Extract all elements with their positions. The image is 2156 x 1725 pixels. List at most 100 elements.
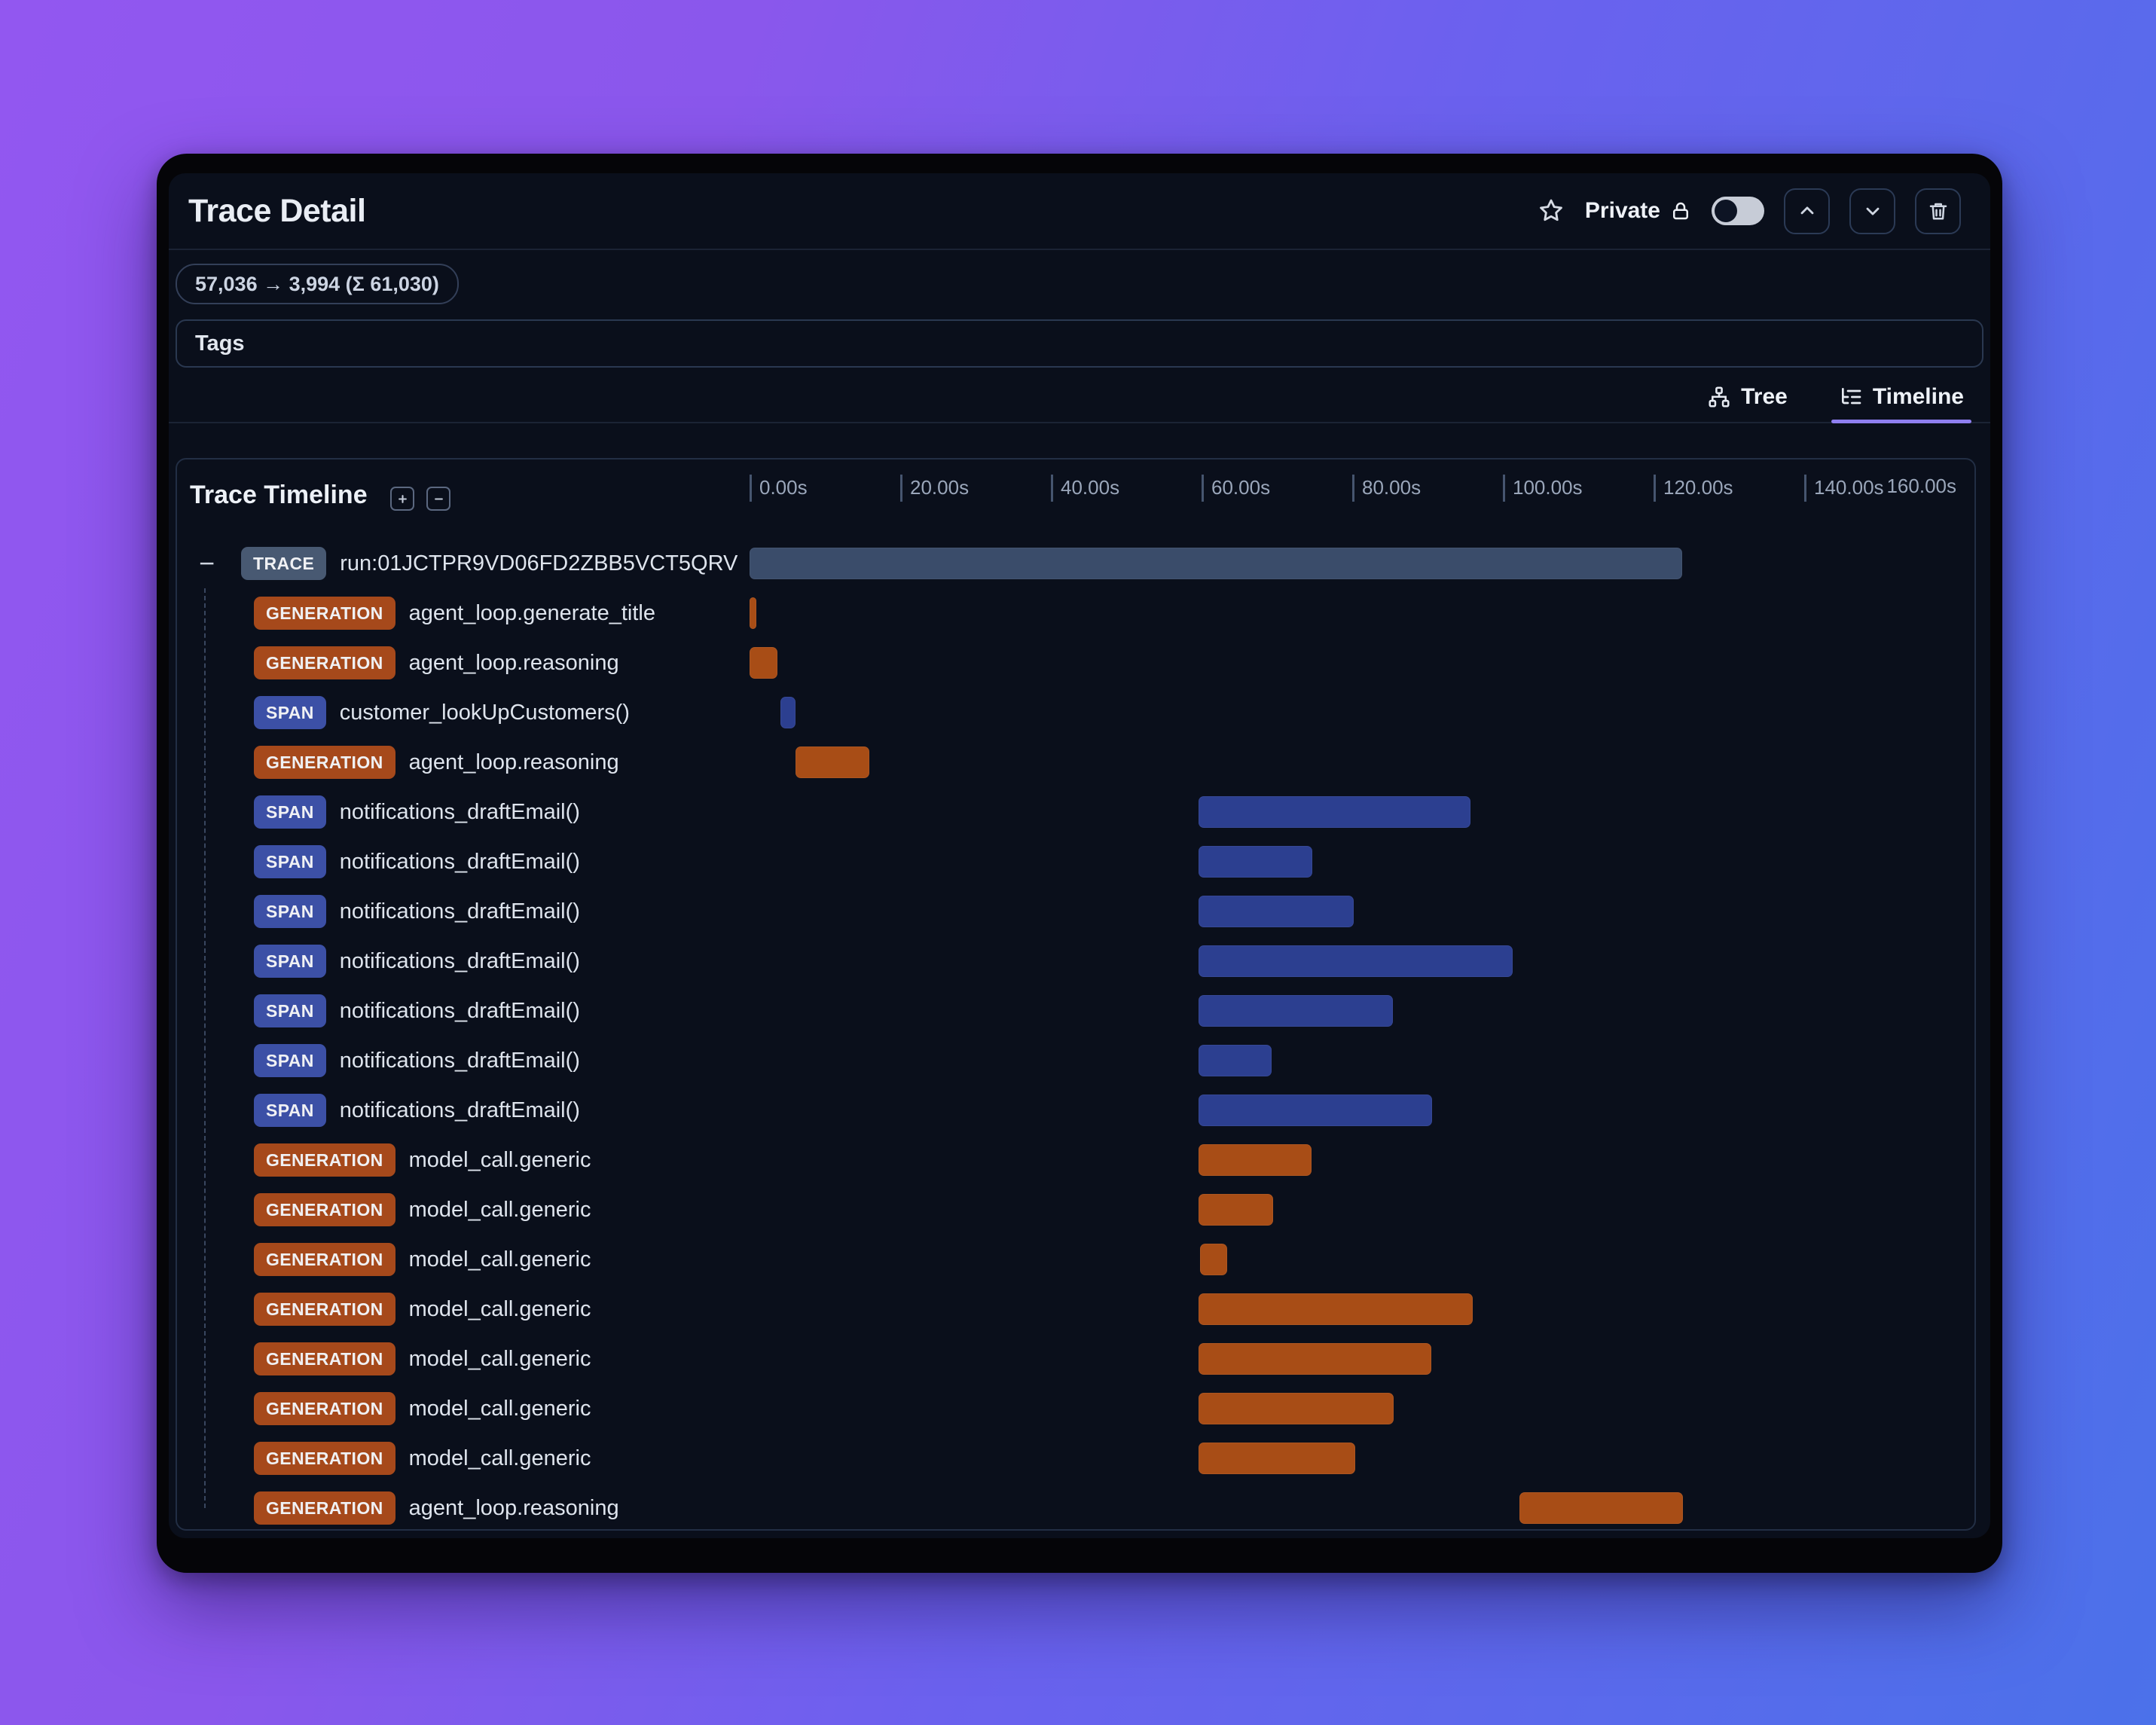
favorite-star-button[interactable] <box>1537 197 1565 225</box>
panel-header: Trace Detail Private <box>176 173 1983 249</box>
tab-timeline[interactable]: Timeline <box>1831 384 1972 423</box>
timeline-row[interactable]: GENERATION agent_loop.reasoning <box>177 638 1974 688</box>
timeline-row[interactable]: SPAN notifications_draftEmail() <box>177 887 1974 936</box>
duration-bar[interactable] <box>750 597 756 629</box>
header-controls: Private <box>1537 188 1961 234</box>
timeline-track <box>750 1036 1974 1085</box>
row-label-area: SPAN notifications_draftEmail() <box>177 1044 750 1077</box>
list-tree-icon <box>1839 385 1863 409</box>
navigate-up-button[interactable] <box>1784 188 1830 234</box>
privacy-toggle[interactable] <box>1712 197 1764 225</box>
observation-name: agent_loop.reasoning <box>408 1495 619 1520</box>
timeline-row[interactable]: GENERATION model_call.generic <box>177 1235 1974 1284</box>
timeline-row[interactable]: GENERATION agent_loop.reasoning <box>177 737 1974 787</box>
timeline-track <box>750 588 1974 638</box>
timeline-rows: − TRACE run:01JCTPR9VD06FD2ZBB5VCT5QRV G… <box>177 539 1974 1533</box>
axis-tick: 160.00s <box>1886 475 1956 498</box>
timeline-row[interactable]: GENERATION model_call.generic <box>177 1334 1974 1384</box>
tree-icon <box>1707 385 1731 409</box>
observation-name: notifications_draftEmail() <box>339 948 580 973</box>
timeline-track <box>750 936 1974 986</box>
observation-name: notifications_draftEmail() <box>339 1098 580 1122</box>
timeline-row[interactable]: GENERATION model_call.generic <box>177 1135 1974 1185</box>
timeline-track <box>750 887 1974 936</box>
timeline-row[interactable]: SPAN notifications_draftEmail() <box>177 1085 1974 1135</box>
duration-bar[interactable] <box>1199 796 1470 828</box>
axis-tick-label: 160.00s <box>1886 475 1956 497</box>
row-label-area: SPAN notifications_draftEmail() <box>177 845 750 878</box>
duration-bar[interactable] <box>780 697 796 728</box>
observation-type-badge: GENERATION <box>254 1392 395 1425</box>
duration-bar[interactable] <box>1199 1194 1273 1226</box>
observation-name: agent_loop.reasoning <box>408 750 619 774</box>
row-label-area: GENERATION model_call.generic <box>177 1243 750 1276</box>
token-usage-badge[interactable]: 57,036 → 3,994 (Σ 61,030) <box>176 264 459 304</box>
duration-bar[interactable] <box>1199 1045 1272 1076</box>
tab-label: Tree <box>1741 384 1788 409</box>
duration-bar[interactable] <box>1199 1293 1473 1325</box>
duration-bar[interactable] <box>1199 1095 1432 1126</box>
observation-name: model_call.generic <box>408 1147 591 1172</box>
timeline-track <box>750 1185 1974 1235</box>
collapse-row-icon[interactable]: − <box>199 548 215 579</box>
timeline-track <box>750 688 1974 737</box>
timeline-track <box>750 1433 1974 1483</box>
duration-bar[interactable] <box>1199 945 1513 977</box>
tree-connector-line <box>204 588 206 1508</box>
duration-bar[interactable] <box>1200 1244 1227 1275</box>
timeline-row[interactable]: GENERATION model_call.generic <box>177 1433 1974 1483</box>
timeline-track <box>750 787 1974 837</box>
duration-bar[interactable] <box>750 548 1682 579</box>
duration-bar[interactable] <box>750 647 777 679</box>
duration-bar[interactable] <box>1199 1393 1394 1424</box>
duration-bar[interactable] <box>1519 1492 1683 1524</box>
row-label-area: GENERATION model_call.generic <box>177 1342 750 1375</box>
timeline-track <box>750 737 1974 787</box>
timeline-row[interactable]: SPAN notifications_draftEmail() <box>177 936 1974 986</box>
timeline-row[interactable]: SPAN notifications_draftEmail() <box>177 787 1974 837</box>
chevron-down-icon <box>1862 200 1883 221</box>
timeline-row[interactable]: SPAN notifications_draftEmail() <box>177 837 1974 887</box>
duration-bar[interactable] <box>1199 846 1312 878</box>
observation-type-badge: SPAN <box>254 994 326 1027</box>
timeline-row[interactable]: GENERATION agent_loop.reasoning <box>177 1483 1974 1533</box>
timeline-zoom-controls <box>390 487 450 511</box>
duration-bar[interactable] <box>1199 995 1393 1027</box>
timeline-row[interactable]: SPAN notifications_draftEmail() <box>177 986 1974 1036</box>
timeline-row[interactable]: − TRACE run:01JCTPR9VD06FD2ZBB5VCT5QRV <box>177 539 1974 588</box>
axis-tick-label: 60.00s <box>1211 476 1271 499</box>
observation-type-badge: GENERATION <box>254 597 395 630</box>
row-label-area: GENERATION agent_loop.reasoning <box>177 1491 750 1525</box>
row-label-area: GENERATION model_call.generic <box>177 1143 750 1177</box>
observation-name: customer_lookUpCustomers() <box>339 700 630 725</box>
observation-type-badge: GENERATION <box>254 1193 395 1226</box>
observation-name: notifications_draftEmail() <box>339 899 580 924</box>
duration-bar[interactable] <box>1199 1144 1312 1176</box>
navigate-down-button[interactable] <box>1849 188 1895 234</box>
timeline-row[interactable]: GENERATION model_call.generic <box>177 1284 1974 1334</box>
expand-all-button[interactable] <box>390 487 414 511</box>
page-title: Trace Detail <box>188 192 366 229</box>
timeline-row[interactable]: GENERATION model_call.generic <box>177 1384 1974 1433</box>
observation-type-badge: SPAN <box>254 895 326 928</box>
timeline-row[interactable]: GENERATION model_call.generic <box>177 1185 1974 1235</box>
star-icon <box>1537 197 1565 225</box>
row-label-area: − TRACE run:01JCTPR9VD06FD2ZBB5VCT5QRV <box>177 547 750 580</box>
duration-bar[interactable] <box>1199 1443 1355 1474</box>
row-label-area: SPAN notifications_draftEmail() <box>177 1094 750 1127</box>
collapse-all-button[interactable] <box>426 487 450 511</box>
duration-bar[interactable] <box>796 746 869 778</box>
tab-tree[interactable]: Tree <box>1699 384 1795 422</box>
lock-icon <box>1669 200 1692 222</box>
delete-trace-button[interactable] <box>1915 188 1961 234</box>
timeline-row[interactable]: GENERATION agent_loop.generate_title <box>177 588 1974 638</box>
trace-timeline-title: Trace Timeline <box>190 481 368 509</box>
tags-box[interactable]: Tags <box>176 319 1983 368</box>
timeline-row[interactable]: SPAN customer_lookUpCustomers() <box>177 688 1974 737</box>
axis-tick-label: 120.00s <box>1663 476 1733 499</box>
duration-bar[interactable] <box>1199 896 1354 927</box>
timeline-track <box>750 1384 1974 1433</box>
timeline-row[interactable]: SPAN notifications_draftEmail() <box>177 1036 1974 1085</box>
duration-bar[interactable] <box>1199 1343 1431 1375</box>
